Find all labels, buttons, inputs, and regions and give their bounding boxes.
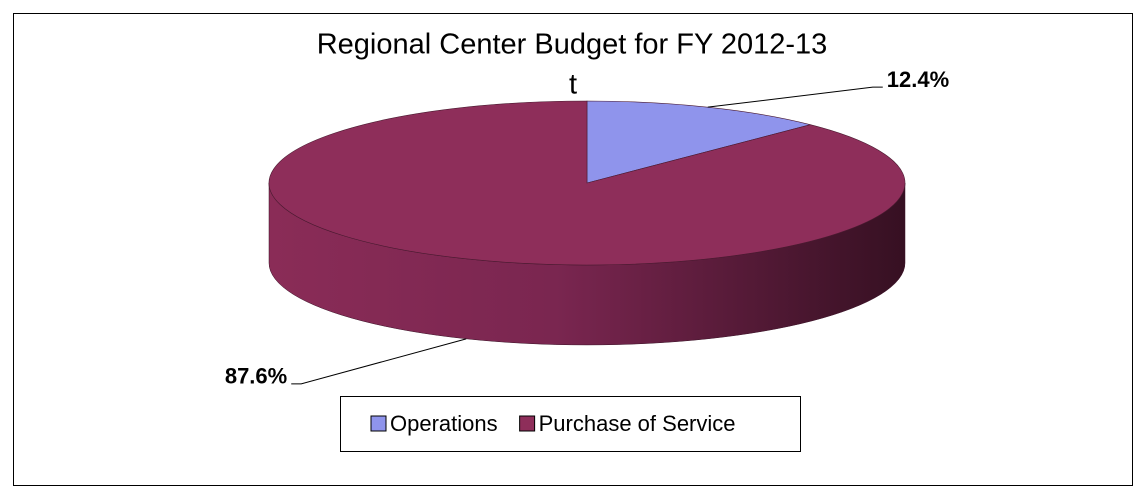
legend-swatch bbox=[519, 415, 536, 432]
legend: Operations Purchase of Service bbox=[340, 396, 801, 452]
chart-subtitle: t bbox=[569, 69, 577, 101]
leader-line bbox=[707, 86, 883, 108]
leader-line bbox=[291, 338, 467, 385]
legend-swatch bbox=[370, 415, 387, 432]
pie-slice bbox=[586, 100, 811, 184]
data-label: 12.4% bbox=[887, 67, 949, 92]
legend-label: Operations bbox=[390, 411, 498, 436]
legend-box bbox=[340, 396, 801, 452]
pie-slice bbox=[268, 100, 906, 266]
chart-title: Regional Center Budget for FY 2012-13 bbox=[317, 29, 828, 61]
data-label: 87.6% bbox=[225, 364, 287, 389]
legend-label: Purchase of Service bbox=[539, 411, 736, 436]
